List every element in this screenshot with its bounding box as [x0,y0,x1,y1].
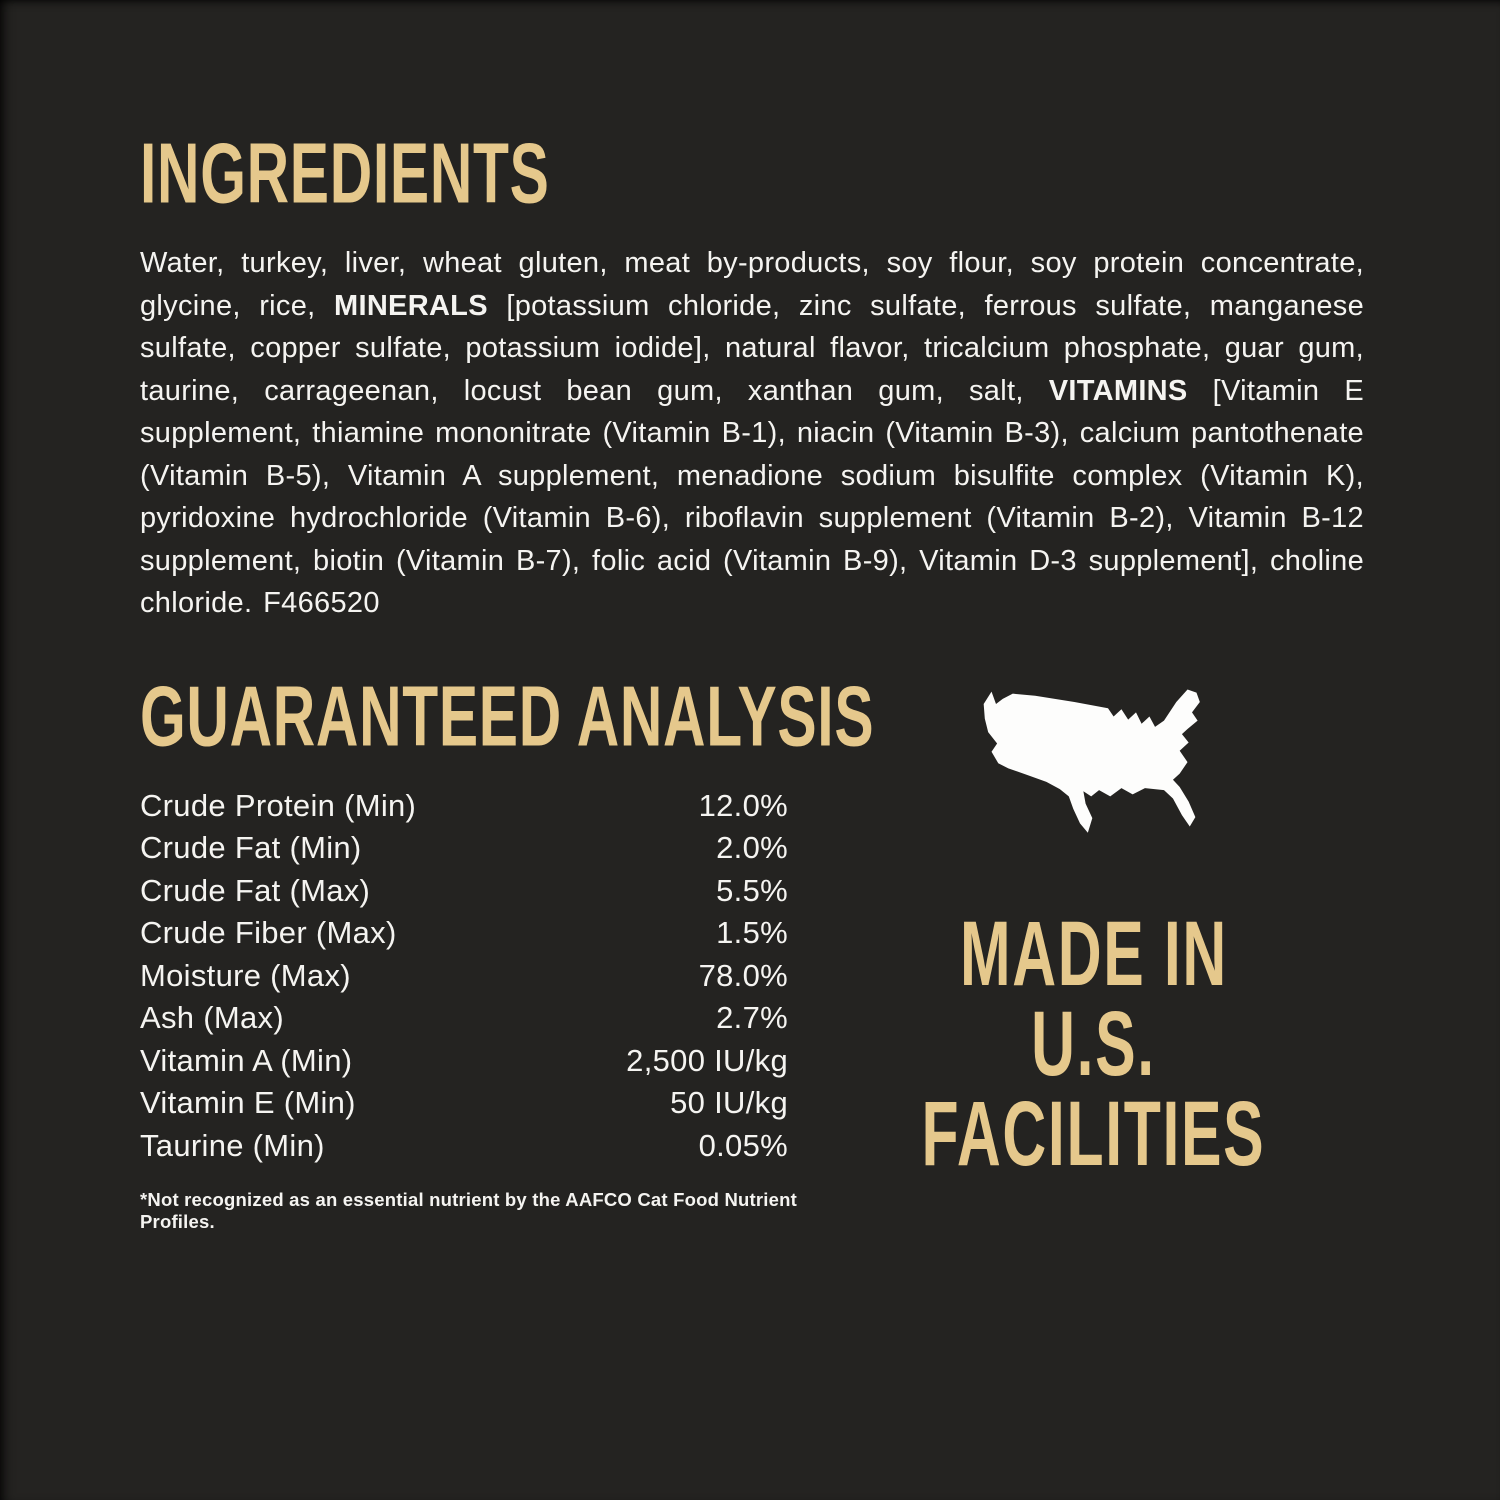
analysis-row: Vitamin E (Min) 50 IU/kg [140,1082,788,1125]
made-in-line-text: FACILITIES [921,1082,1266,1185]
made-in-line: MADE IN [833,907,1354,1001]
analysis-value: 2,500 IU/kg [626,1042,788,1078]
analysis-row: Crude Fat (Max) 5.5% [140,870,788,913]
guaranteed-analysis-heading: GUARANTEED ANALYSIS [140,669,874,763]
analysis-row: Taurine (Min) 0.05% [140,1125,788,1168]
guaranteed-analysis-column: GUARANTEED ANALYSIS Crude Protein (Min) 1… [140,669,874,1234]
aafco-footnote: *Not recognized as an essential nutrient… [140,1189,797,1232]
guaranteed-analysis-heading-text: GUARANTEED ANALYSIS [140,667,875,764]
analysis-row: Crude Fiber (Max) 1.5% [140,912,788,955]
analysis-value: 78.0% [698,957,788,993]
ingredient-list-segment: [Vitamin E supplement, thiamine mononitr… [140,374,1364,620]
analysis-label: Crude Fat (Min) [140,830,362,865]
made-in-line: FACILITIES [833,1087,1354,1181]
analysis-row: Vitamin A (Min) 2,500 IU/kg [140,1040,788,1083]
made-in-line: U.S. [833,997,1354,1091]
analysis-row: Crude Protein (Min) 12.0% [140,785,788,828]
made-in-line-text: MADE IN [959,902,1228,1005]
analysis-row: Ash (Max) 2.7% [140,997,788,1040]
ingredient-group-name: VITAMINS [1048,374,1188,407]
analysis-value: 1.5% [716,915,788,950]
analysis-label: Moisture (Max) [140,957,351,993]
ingredients-heading: INGREDIENTS [140,126,1362,220]
ingredient-group-name: MINERALS [334,289,488,322]
analysis-value: 5.5% [716,872,788,908]
analysis-label: Crude Fat (Max) [140,872,371,908]
analysis-label: Taurine (Min) [140,1127,325,1163]
made-in-column: MADE IN U.S. FACILITIES [825,671,1362,1181]
analysis-label: Vitamin E (Min) [140,1085,356,1120]
analysis-label: Crude Fiber (Max) [140,915,397,950]
analysis-value: 50 IU/kg [670,1085,788,1120]
ingredient-list-segment: Water, turkey, liver, wheat gluten, meat… [140,247,1364,322]
ingredients-text: Water, turkey, liver, wheat gluten, meat… [140,242,1364,625]
analysis-value: 2.7% [716,1000,788,1035]
analysis-row: Crude Fat (Min) 2.0% [140,827,788,870]
analysis-label: Ash (Max) [140,1000,284,1035]
made-in-line-text: U.S. [1031,992,1156,1095]
analysis-value: 0.05% [698,1127,788,1163]
made-in-text: MADE IN U.S. FACILITIES [833,907,1354,1181]
usa-map-icon [983,689,1200,833]
analysis-value: 12.0% [698,787,788,823]
analysis-value: 2.0% [716,830,788,865]
analysis-row: Moisture (Max) 78.0% [140,955,788,998]
ingredients-heading-text: INGREDIENTS [140,125,550,222]
analysis-table: Crude Protein (Min) 12.0% Crude Fat (Min) 2… [140,785,788,1168]
ingredient-list-segment: [potassium chloride, zinc sulfate, ferro… [140,289,1364,407]
analysis-label: Crude Protein (Min) [140,787,417,823]
analysis-label: Vitamin A (Min) [140,1042,353,1078]
guaranteed-analysis-section: GUARANTEED ANALYSIS Crude Protein (Min) 1… [140,669,1362,1234]
